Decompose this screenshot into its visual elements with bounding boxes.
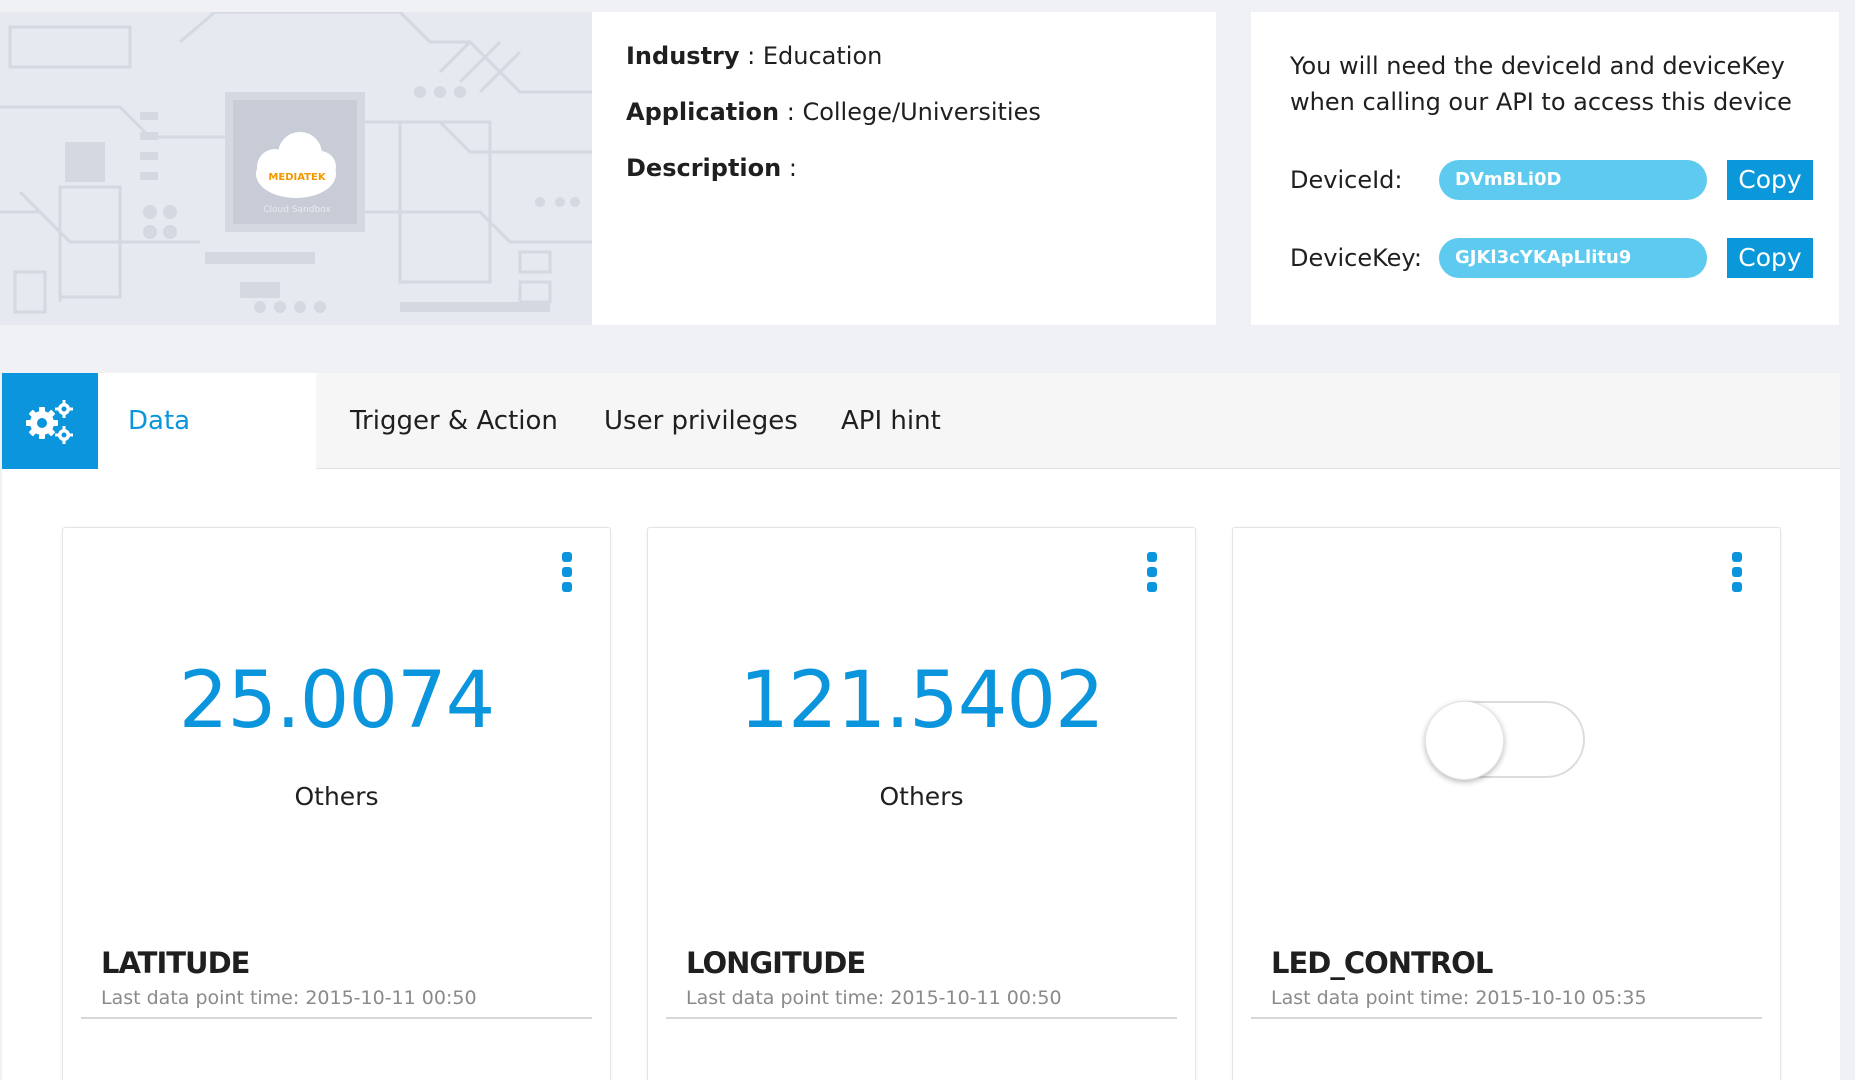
more-options-icon[interactable]: [560, 552, 574, 592]
industry-label: Industry: [626, 42, 740, 70]
channel-last-time: Last data point time: 2015-10-11 00:50: [101, 987, 477, 1009]
toggle-knob: [1425, 701, 1504, 780]
device-id-row: DeviceId: DVmBLi0D Copy: [1290, 160, 1813, 200]
divider: [1251, 1017, 1762, 1019]
channel-unit: Others: [294, 782, 379, 811]
copy-device-key-button[interactable]: Copy: [1727, 238, 1813, 278]
tab-user-privileges[interactable]: User privileges: [604, 406, 798, 436]
device-image: MEDIATEK Cloud Sandbox: [0, 12, 592, 325]
description-label: Description: [626, 153, 782, 182]
device-key-label: DeviceKey:: [1290, 244, 1422, 272]
led-switch-toggle[interactable]: [1425, 701, 1585, 780]
channel-card-led-control: LED_CONTROL Last data point time: 2015-1…: [1232, 527, 1781, 1080]
channel-name: LONGITUDE: [686, 946, 866, 980]
divider: [81, 1017, 592, 1019]
application-row: Application : College/Universities: [626, 97, 1041, 126]
tab-bar: Data channel Trigger & Action User privi…: [2, 373, 1840, 532]
device-info-panel: Industry : Education Application : Colle…: [592, 12, 1216, 325]
data-channel-panel: 25.0074 Others LATITUDE Last data point …: [2, 469, 1840, 1080]
more-options-icon[interactable]: [1730, 552, 1744, 592]
tab-data-channel[interactable]: Data channel: [98, 373, 316, 532]
mediatek-logo: MEDIATEK Cloud Sandbox: [256, 132, 336, 215]
channel-value: 25.0074: [178, 656, 496, 746]
channel-card-latitude: 25.0074 Others LATITUDE Last data point …: [62, 527, 611, 1080]
divider: [666, 1017, 1177, 1019]
application-value: College/Universities: [802, 97, 1041, 126]
channel-last-time: Last data point time: 2015-10-10 05:35: [1271, 987, 1647, 1009]
tab-api-hint[interactable]: API hint: [841, 406, 941, 436]
settings-gears-icon[interactable]: [2, 373, 98, 469]
description-row: Description :: [626, 153, 797, 182]
tab-trigger-action[interactable]: Trigger & Action: [350, 406, 558, 436]
device-id-value[interactable]: DVmBLi0D: [1439, 160, 1707, 200]
more-options-icon[interactable]: [1145, 552, 1159, 592]
device-key-panel: You will need the deviceId and deviceKey…: [1251, 12, 1839, 325]
channel-card-longitude: 121.5402 Others LONGITUDE Last data poin…: [647, 527, 1196, 1080]
copy-device-id-button[interactable]: Copy: [1727, 160, 1813, 200]
industry-row: Industry : Education: [626, 42, 883, 70]
device-key-value[interactable]: GJKl3cYKApLlitu9: [1439, 238, 1707, 278]
svg-text:Cloud Sandbox: Cloud Sandbox: [263, 205, 331, 215]
device-key-row: DeviceKey: GJKl3cYKApLlitu9 Copy: [1290, 238, 1813, 278]
channel-last-time: Last data point time: 2015-10-11 00:50: [686, 987, 1062, 1009]
channel-name: LED_CONTROL: [1271, 946, 1493, 980]
channel-name: LATITUDE: [101, 946, 250, 980]
api-access-note: You will need the deviceId and deviceKey…: [1290, 52, 1792, 116]
svg-text:MEDIATEK: MEDIATEK: [268, 172, 326, 183]
channel-unit: Others: [879, 782, 964, 811]
industry-value: Education: [762, 42, 883, 70]
application-label: Application: [626, 97, 780, 126]
channel-value: 121.5402: [739, 656, 1104, 746]
circuit-board-illustration: MEDIATEK Cloud Sandbox: [0, 12, 592, 314]
device-id-label: DeviceId:: [1290, 166, 1403, 194]
